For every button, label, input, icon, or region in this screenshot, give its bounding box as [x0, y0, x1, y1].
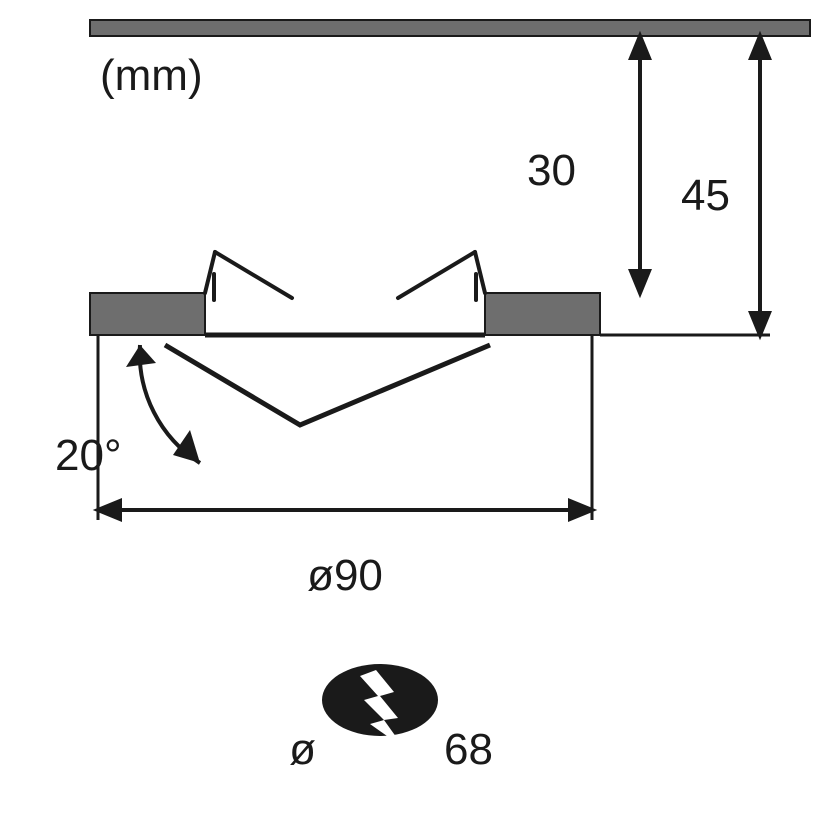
cutout-diameter-label: 68 — [444, 725, 493, 774]
dimension-outer-diameter — [98, 335, 592, 520]
spring-clips — [205, 252, 485, 300]
swivel-plate — [165, 335, 490, 425]
dimension-tilt-angle-label: 20° — [55, 431, 122, 480]
dimension-30 — [631, 36, 649, 293]
fixture-flange-left — [90, 293, 205, 335]
dimension-outer-diameter-label: ø90 — [307, 551, 383, 600]
dimension-30-label: 30 — [527, 146, 576, 195]
ceiling-slab — [90, 20, 810, 36]
fixture-flange-right — [485, 293, 600, 335]
dimension-diagram: (mm) 30 45 — [0, 0, 840, 813]
unit-label: (mm) — [100, 51, 203, 100]
cutout-diameter-prefix: ø — [289, 725, 316, 774]
cutout-icon — [322, 664, 438, 748]
dimension-tilt-angle-arrows — [126, 345, 200, 463]
dimension-45-label: 45 — [681, 171, 730, 220]
